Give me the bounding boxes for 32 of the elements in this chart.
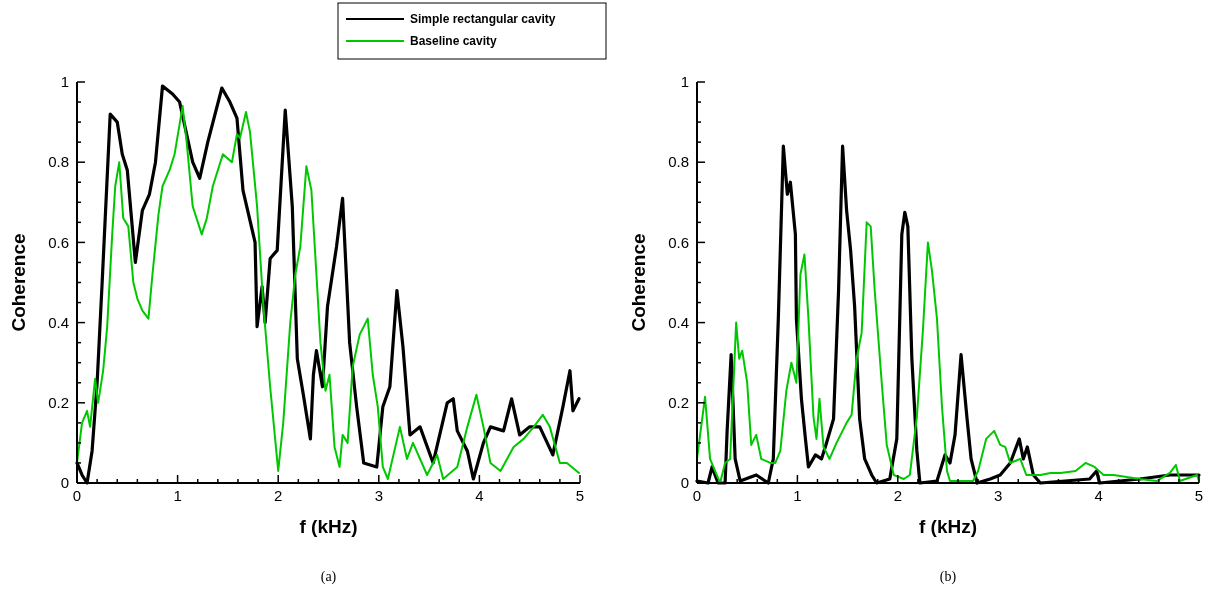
legend-label: Simple rectangular cavity	[410, 12, 556, 27]
y-tick-label: 0.6	[668, 233, 689, 251]
text: (b)	[939, 569, 957, 585]
x-tick-label: 1	[793, 487, 802, 504]
y-tick-label: 0.2	[668, 394, 689, 412]
y-tick-label: 0.2	[48, 394, 69, 412]
y-tick-label: 0	[680, 474, 689, 492]
x-tick-label: 5	[575, 487, 585, 504]
y-tick-label: 0.8	[668, 153, 689, 171]
text: (a)	[320, 569, 337, 585]
x-tick-label: 2	[274, 487, 283, 504]
x-axis-title: f (kHz)	[299, 516, 358, 537]
x-tick-label: 3	[994, 487, 1003, 504]
y-tick-label: 0	[60, 474, 69, 492]
y-axis-title: Coherence	[8, 233, 29, 332]
x-tick-label: 5	[1194, 487, 1204, 504]
y-tick-label: 0.4	[48, 313, 69, 331]
x-tick-label: 2	[893, 487, 902, 504]
x-tick-label: 4	[475, 487, 484, 504]
x-axis-title: f (kHz)	[918, 516, 978, 537]
x-tick-label: 1	[173, 487, 182, 504]
y-tick-label: 0.6	[48, 233, 69, 251]
y-tick-label: 1	[680, 73, 689, 91]
x-tick-label: 0	[692, 487, 702, 504]
x-tick-label: 3	[374, 487, 383, 504]
x-tick-label: 4	[1094, 487, 1103, 504]
y-tick-label: 1	[60, 73, 69, 91]
x-tick-label: 0	[72, 487, 82, 504]
y-axis-title: Coherence	[628, 233, 649, 332]
y-tick-label: 0.4	[668, 313, 689, 331]
legend-label: Baseline cavity	[410, 34, 498, 49]
y-tick-label: 0.8	[48, 153, 69, 171]
